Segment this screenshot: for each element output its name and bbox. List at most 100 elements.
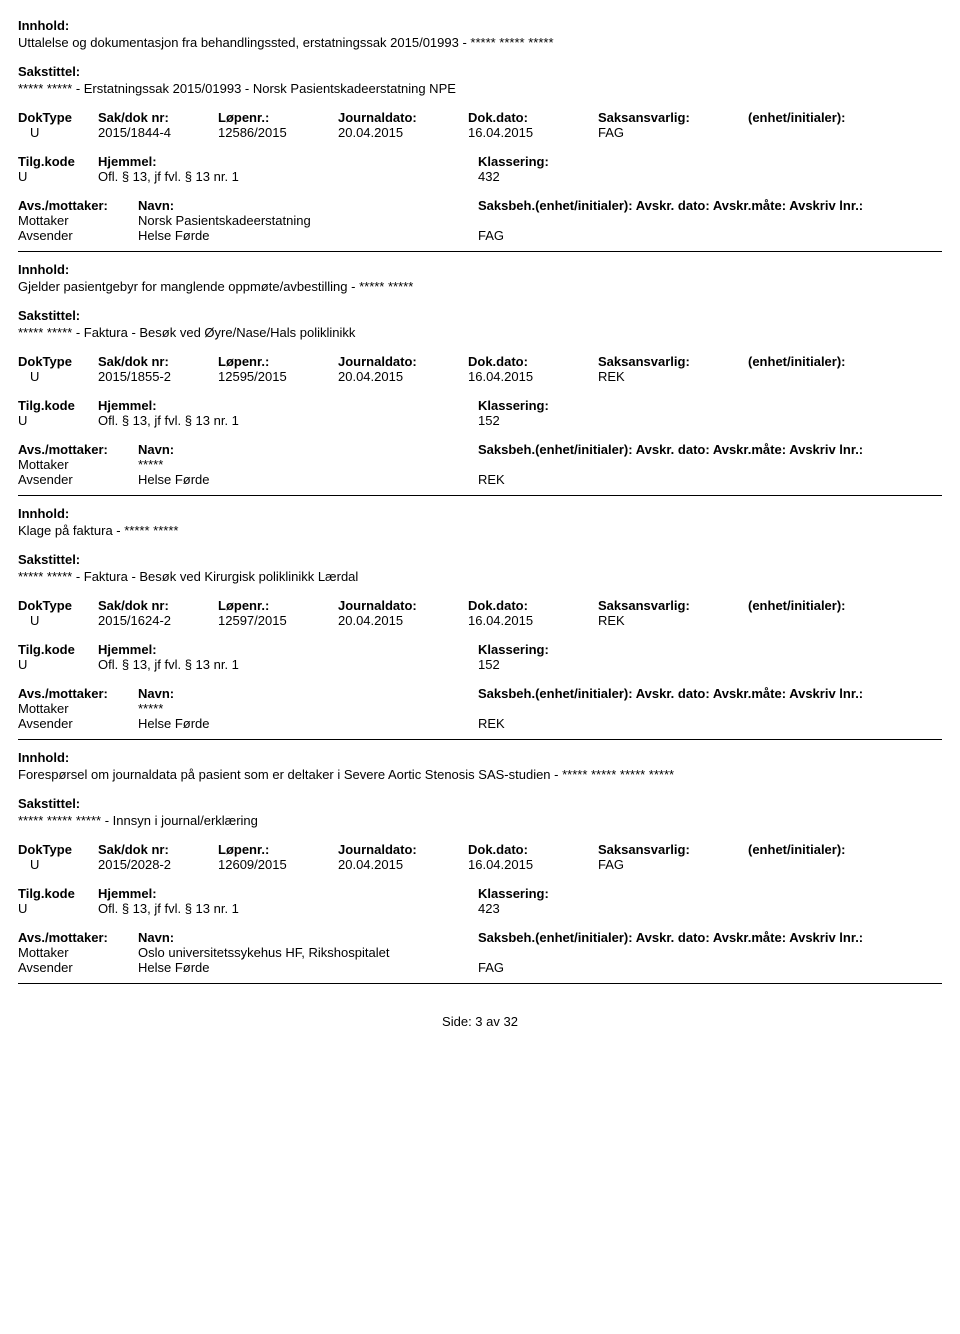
record-divider — [18, 983, 942, 984]
doktype-value: U — [18, 125, 98, 140]
innhold-label: Innhold: — [18, 18, 942, 33]
innhold-label: Innhold: — [18, 506, 942, 521]
avskrdato-header: Avskr. dato: — [636, 442, 710, 457]
mottaker-row: Mottaker***** — [18, 701, 942, 716]
mottaker-navn: ***** — [138, 701, 478, 716]
avsmottaker-header: Avs./mottaker: — [18, 686, 138, 701]
hjemmel-value-row: UOfl. § 13, jf fvl. § 13 nr. 1152 — [18, 657, 942, 672]
journal-value-row: U2015/1844-412586/201520.04.201516.04.20… — [18, 125, 942, 140]
hjemmel-header: Hjemmel: — [98, 886, 478, 901]
tilgkode-value: U — [18, 169, 98, 184]
journal-header-row: DokTypeSak/dok nr:Løpenr.:Journaldato:Do… — [18, 598, 942, 613]
saknr-value: 2015/2028-2 — [98, 857, 218, 872]
navn-header: Navn: — [138, 442, 478, 457]
lopenr-value: 12595/2015 — [218, 369, 338, 384]
journaldato-value: 20.04.2015 — [338, 369, 468, 384]
avsmottaker-header-row: Avs./mottaker:Navn:Saksbeh.(enhet/initia… — [18, 442, 942, 457]
lopenr-value: 12609/2015 — [218, 857, 338, 872]
doktype-header: DokType — [18, 842, 98, 857]
record-divider — [18, 739, 942, 740]
avskrmaate-header: Avskr.måte: — [713, 686, 786, 701]
journal-record: Innhold: Uttalelse og dokumentasjon fra b… — [18, 18, 942, 243]
doktype-header: DokType — [18, 598, 98, 613]
saksansvarlig-header: Saksansvarlig: — [598, 842, 748, 857]
saksansvarlig-value: FAG — [598, 857, 748, 872]
doktype-header: DokType — [18, 110, 98, 125]
avsmottaker-header-row: Avs./mottaker:Navn:Saksbeh.(enhet/initia… — [18, 686, 942, 701]
saksbeh-header-group: Saksbeh.(enhet/initialer): Avskr. dato: … — [478, 686, 942, 701]
journaldato-value: 20.04.2015 — [338, 613, 468, 628]
lopenr-header: Løpenr.: — [218, 598, 338, 613]
sakstittel-value: ***** ***** - Faktura - Besøk ved Øyre/N… — [18, 325, 942, 340]
mottaker-row: MottakerOslo universitetssykehus HF, Rik… — [18, 945, 942, 960]
tilgkode-value: U — [18, 657, 98, 672]
enhet-header: (enhet/initialer): — [748, 110, 918, 125]
avsmottaker-header: Avs./mottaker: — [18, 930, 138, 945]
hjemmel-header-row: Tilg.kodeHjemmel:Klassering: — [18, 398, 942, 413]
saksansvarlig-header: Saksansvarlig: — [598, 354, 748, 369]
saknr-value: 2015/1844-4 — [98, 125, 218, 140]
saksbeh-header-group: Saksbeh.(enhet/initialer): Avskr. dato: … — [478, 442, 942, 457]
tilgkode-header: Tilg.kode — [18, 886, 98, 901]
saknr-value: 2015/1624-2 — [98, 613, 218, 628]
avsmottaker-header: Avs./mottaker: — [18, 442, 138, 457]
dokdato-value: 16.04.2015 — [468, 125, 598, 140]
doktype-value: U — [18, 857, 98, 872]
innhold-value: Uttalelse og dokumentasjon fra behandlin… — [18, 35, 942, 50]
hjemmel-header-row: Tilg.kodeHjemmel:Klassering: — [18, 886, 942, 901]
mottaker-navn: Oslo universitetssykehus HF, Rikshospita… — [138, 945, 478, 960]
avsender-code: REK — [478, 716, 598, 731]
dokdato-header: Dok.dato: — [468, 842, 598, 857]
avsender-row: AvsenderHelse FørdeREK — [18, 716, 942, 731]
avsender-navn: Helse Førde — [138, 716, 478, 731]
avsender-row: AvsenderHelse FørdeFAG — [18, 960, 942, 975]
avskrivlnr-header: Avskriv lnr.: — [789, 442, 863, 457]
saksansvarlig-header: Saksansvarlig: — [598, 598, 748, 613]
sakstittel-value: ***** ***** - Erstatningssak 2015/01993 … — [18, 81, 942, 96]
mottaker-row: MottakerNorsk Pasientskadeerstatning — [18, 213, 942, 228]
mottaker-label: Mottaker — [18, 701, 138, 716]
journaldato-header: Journaldato: — [338, 354, 468, 369]
klassering-header: Klassering: — [478, 886, 678, 901]
klassering-header: Klassering: — [478, 154, 678, 169]
lopenr-header: Løpenr.: — [218, 110, 338, 125]
avskrmaate-header: Avskr.måte: — [713, 442, 786, 457]
saksbeh-header: Saksbeh.(enhet/initialer): — [478, 442, 633, 457]
hjemmel-value: Ofl. § 13, jf fvl. § 13 nr. 1 — [98, 657, 478, 672]
journal-header-row: DokTypeSak/dok nr:Løpenr.:Journaldato:Do… — [18, 110, 942, 125]
dokdato-header: Dok.dato: — [468, 598, 598, 613]
avsender-navn: Helse Førde — [138, 472, 478, 487]
avskrivlnr-header: Avskriv lnr.: — [789, 198, 863, 213]
navn-header: Navn: — [138, 686, 478, 701]
klassering-header: Klassering: — [478, 398, 678, 413]
avsmottaker-header: Avs./mottaker: — [18, 198, 138, 213]
avskrivlnr-header: Avskriv lnr.: — [789, 686, 863, 701]
journal-value-row: U2015/2028-212609/201520.04.201516.04.20… — [18, 857, 942, 872]
avsender-code: FAG — [478, 960, 598, 975]
navn-header: Navn: — [138, 198, 478, 213]
journaldato-value: 20.04.2015 — [338, 125, 468, 140]
saknr-header: Sak/dok nr: — [98, 842, 218, 857]
tilgkode-header: Tilg.kode — [18, 154, 98, 169]
innhold-value: Gjelder pasientgebyr for manglende oppmø… — [18, 279, 942, 294]
saknr-value: 2015/1855-2 — [98, 369, 218, 384]
doktype-value: U — [18, 613, 98, 628]
avskrmaate-header: Avskr.måte: — [713, 198, 786, 213]
saknr-header: Sak/dok nr: — [98, 110, 218, 125]
mottaker-navn: ***** — [138, 457, 478, 472]
avsender-code: FAG — [478, 228, 598, 243]
enhet-header: (enhet/initialer): — [748, 598, 918, 613]
journal-record: Innhold:Gjelder pasientgebyr for manglen… — [18, 262, 942, 487]
mottaker-navn: Norsk Pasientskadeerstatning — [138, 213, 478, 228]
navn-header: Navn: — [138, 930, 478, 945]
record-divider — [18, 251, 942, 252]
doktype-header: DokType — [18, 354, 98, 369]
avsender-row: AvsenderHelse FørdeFAG — [18, 228, 942, 243]
sakstittel-label: Sakstittel: — [18, 308, 942, 323]
avsender-label: Avsender — [18, 716, 138, 731]
hjemmel-value-row: UOfl. § 13, jf fvl. § 13 nr. 1432 — [18, 169, 942, 184]
saksbeh-header: Saksbeh.(enhet/initialer): — [478, 930, 633, 945]
avsender-label: Avsender — [18, 228, 138, 243]
sakstittel-label: Sakstittel: — [18, 796, 942, 811]
sakstittel-label: Sakstittel: — [18, 64, 942, 79]
